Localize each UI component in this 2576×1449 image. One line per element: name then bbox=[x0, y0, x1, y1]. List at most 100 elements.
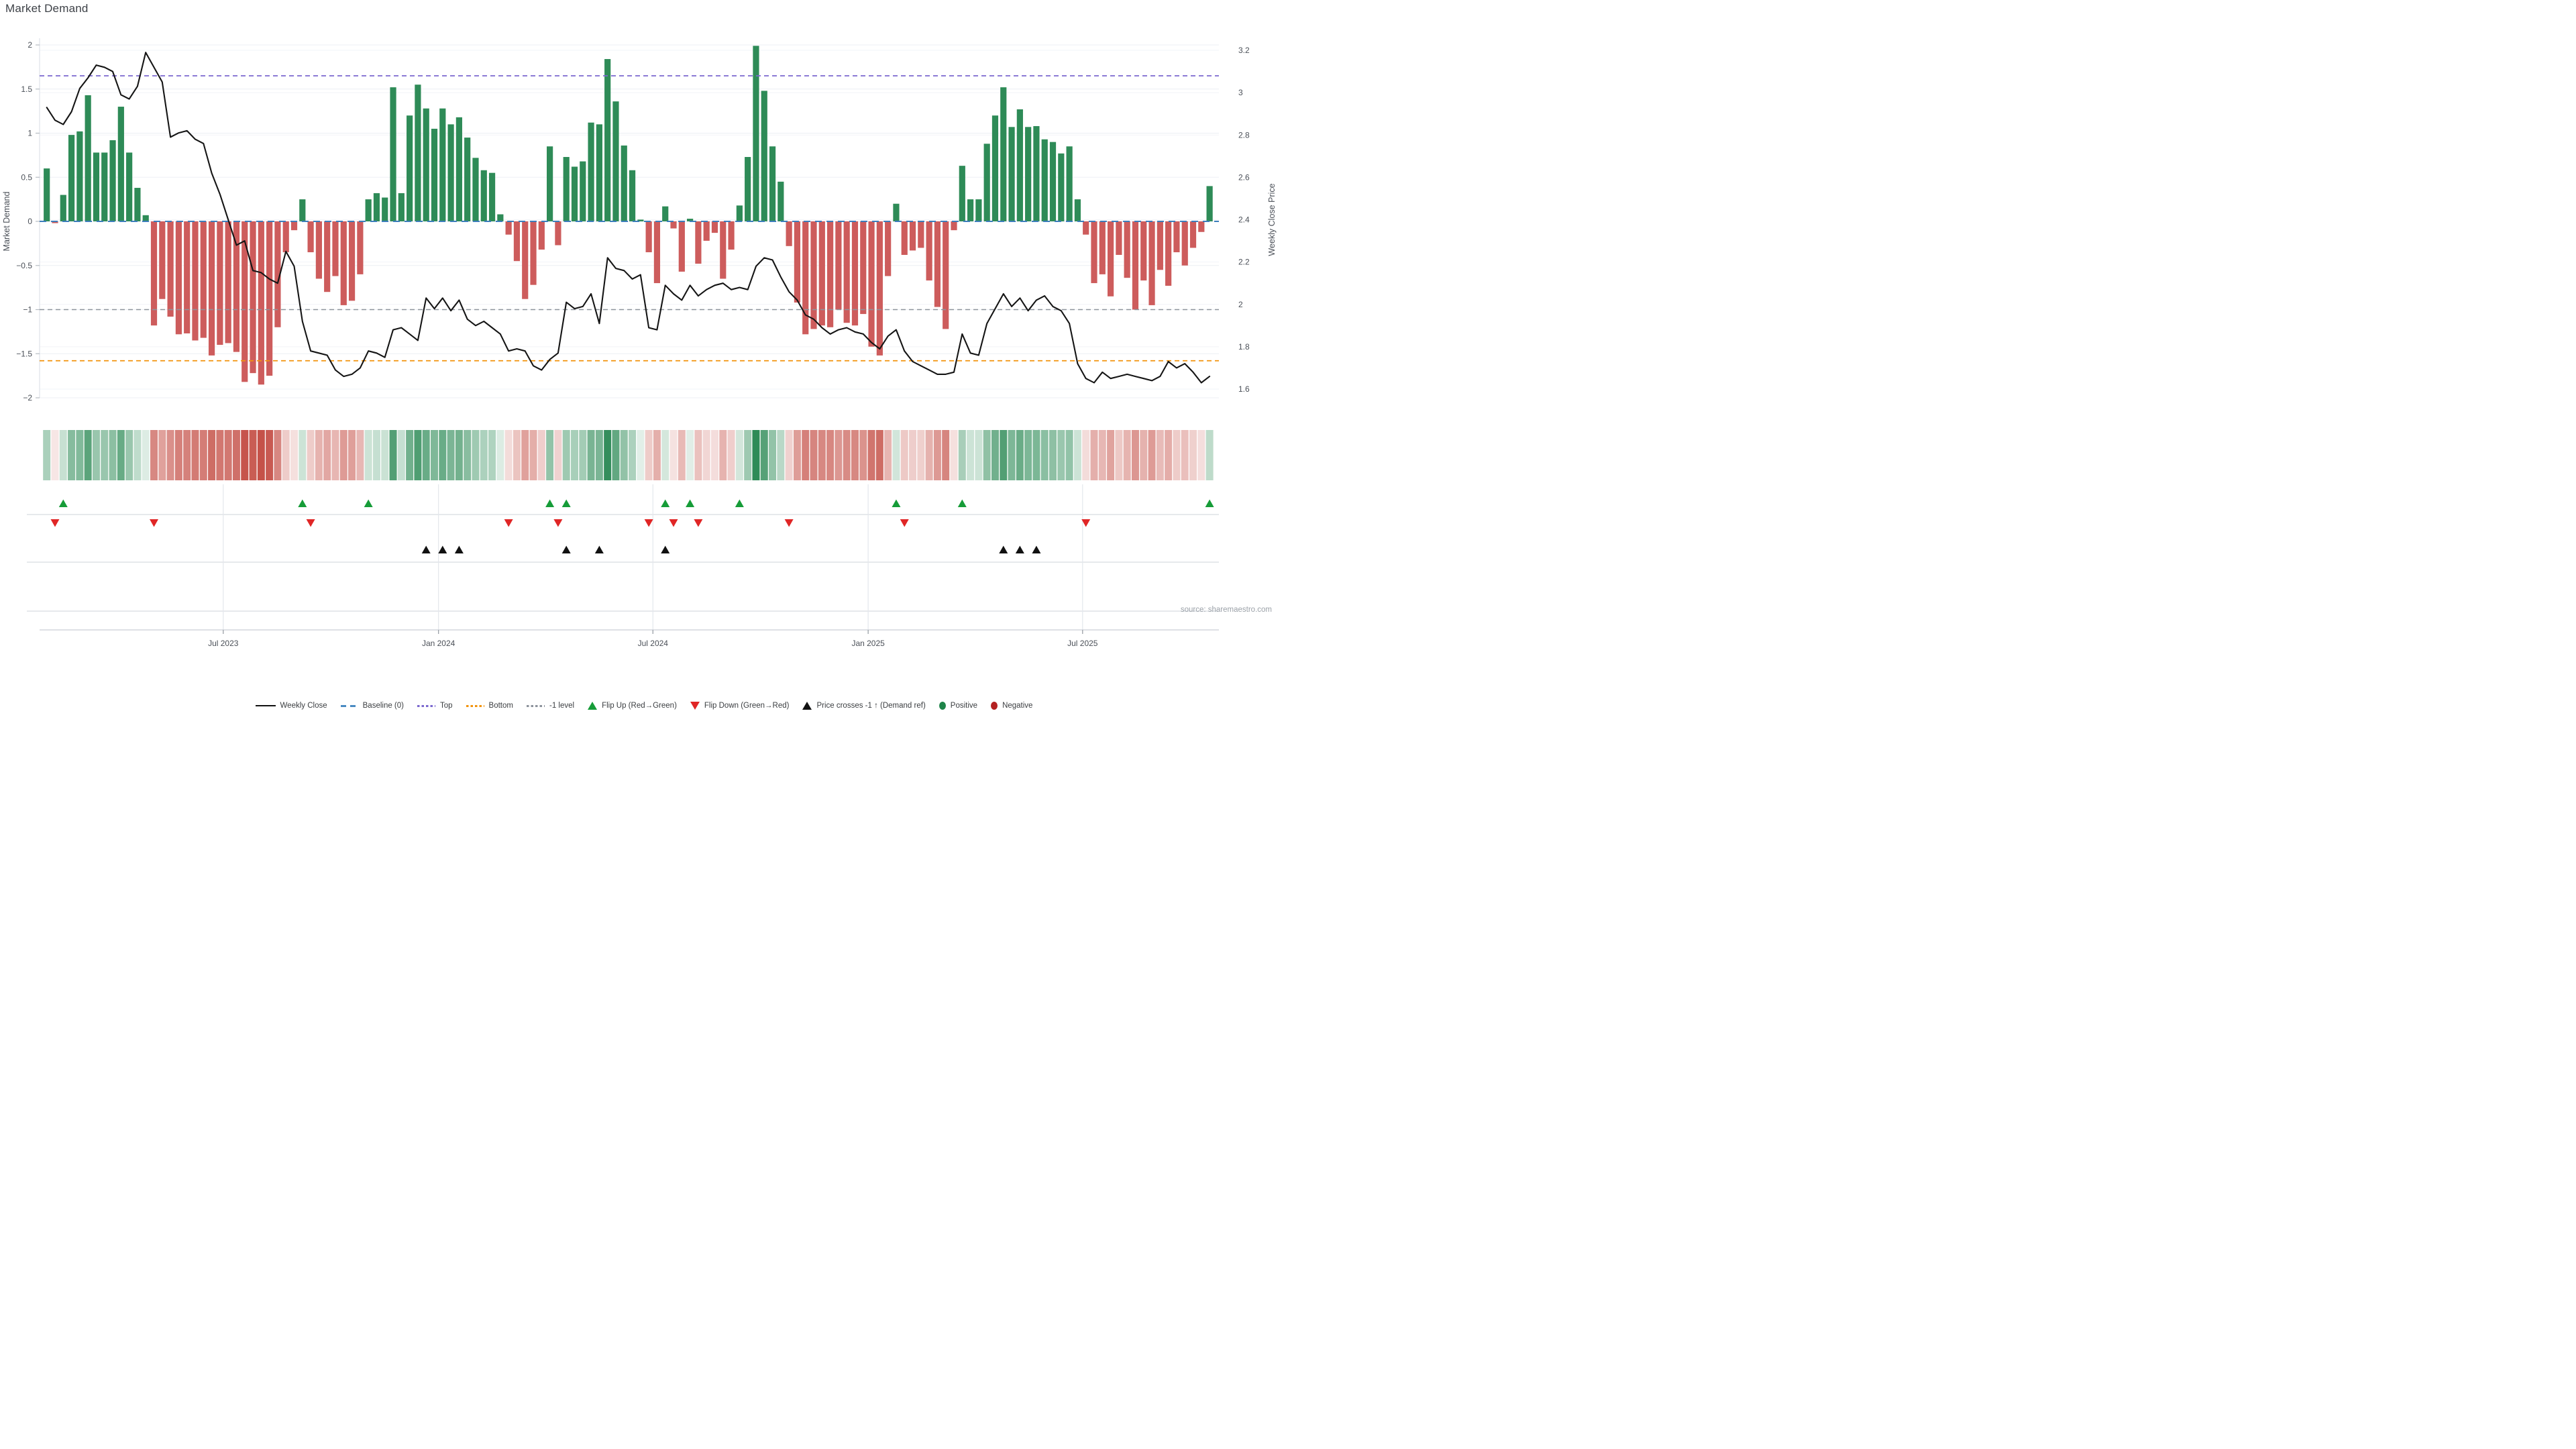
demand-bar-positive bbox=[1041, 139, 1048, 221]
heat-cell-negative bbox=[694, 430, 702, 480]
legend-item-bottom[interactable]: Bottom bbox=[466, 702, 513, 710]
demand-bar-negative bbox=[851, 221, 859, 326]
heat-cell-negative bbox=[158, 430, 166, 480]
demand-bar-negative bbox=[192, 221, 199, 341]
heat-cell-negative bbox=[513, 430, 521, 480]
right-tick-label: 2 bbox=[1238, 300, 1243, 309]
legend-item-flip-down-green-red[interactable]: Flip Down (Green→Red) bbox=[690, 702, 789, 710]
heat-cell-negative bbox=[504, 430, 513, 480]
heat-cell-positive bbox=[109, 430, 117, 480]
flip-up-marker bbox=[686, 499, 695, 507]
demand-bar-positive bbox=[1066, 146, 1073, 221]
demand-bar-positive bbox=[588, 122, 594, 221]
demand-bar-positive bbox=[447, 124, 454, 221]
legend-item-top[interactable]: Top bbox=[417, 702, 453, 710]
demand-bar-negative bbox=[885, 221, 892, 276]
demand-bar-positive bbox=[621, 145, 627, 221]
demand-bar-positive bbox=[687, 219, 694, 221]
demand-bar-positive bbox=[365, 199, 372, 221]
demand-bar-positive bbox=[407, 115, 413, 221]
legend-item-weekly-close[interactable]: Weekly Close bbox=[255, 702, 327, 710]
heat-cell-negative bbox=[925, 430, 933, 480]
demand-bar-positive bbox=[769, 146, 776, 221]
heat-cell-negative bbox=[307, 430, 315, 480]
heat-cell-negative bbox=[802, 430, 810, 480]
heat-cell-negative bbox=[1165, 430, 1173, 480]
heat-cell-negative bbox=[645, 430, 653, 480]
heat-cell-negative bbox=[199, 430, 207, 480]
legend-label: -1 level bbox=[549, 702, 575, 710]
heat-cell-negative bbox=[900, 430, 908, 480]
demand-bar-negative bbox=[217, 221, 223, 345]
demand-bar-negative bbox=[951, 221, 957, 231]
legend-item-positive[interactable]: Positive bbox=[938, 702, 978, 710]
heat-cell-positive bbox=[472, 430, 480, 480]
legend-item-flip-up-red-green[interactable]: Flip Up (Red→Green) bbox=[588, 702, 677, 710]
heat-cell-positive bbox=[397, 430, 405, 480]
demand-bar-negative bbox=[1099, 221, 1106, 274]
heat-cell-positive bbox=[570, 430, 578, 480]
dotted-line-icon bbox=[526, 704, 545, 707]
chart-legend: Weekly Close Baseline (0) Top Bottom -1 leve… bbox=[0, 702, 1288, 710]
heat-cell-positive bbox=[975, 430, 983, 480]
demand-bar-negative bbox=[1173, 221, 1180, 253]
heat-cell-positive bbox=[76, 430, 84, 480]
heat-cell-positive bbox=[488, 430, 496, 480]
demand-bar-positive bbox=[415, 85, 421, 221]
heat-cell-positive bbox=[1040, 430, 1049, 480]
heat-cell-positive bbox=[414, 430, 422, 480]
heat-cell-positive bbox=[133, 430, 142, 480]
heat-cell-positive bbox=[372, 430, 380, 480]
heat-cell-positive bbox=[612, 430, 620, 480]
heat-cell-positive bbox=[579, 430, 587, 480]
legend-label: Positive bbox=[950, 702, 978, 710]
heat-cell-negative bbox=[843, 430, 851, 480]
legend-item-1-level[interactable]: -1 level bbox=[526, 702, 575, 710]
demand-bar-positive bbox=[991, 115, 999, 221]
demand-bar-negative bbox=[266, 221, 273, 376]
demand-bar-negative bbox=[868, 221, 875, 347]
demand-bar-negative bbox=[530, 221, 537, 285]
heat-cell-positive bbox=[777, 430, 785, 480]
demand-bar-negative bbox=[653, 221, 661, 284]
triangle-up-icon bbox=[588, 702, 598, 710]
demand-bar-positive bbox=[1033, 125, 1040, 221]
demand-bar-negative bbox=[810, 221, 817, 329]
demand-bar-negative bbox=[175, 221, 182, 335]
demand-bar-negative bbox=[348, 221, 356, 301]
legend-item-price-crosses-1-demand-ref[interactable]: Price crosses -1 ↑ (Demand ref) bbox=[802, 702, 926, 710]
heat-cell-positive bbox=[546, 430, 554, 480]
legend-item-baseline-0[interactable]: Baseline (0) bbox=[340, 702, 404, 710]
demand-bar-negative bbox=[1165, 221, 1172, 286]
right-tick-label: 2.8 bbox=[1238, 130, 1250, 140]
heat-cell-negative bbox=[1148, 430, 1156, 480]
demand-bar-positive bbox=[959, 166, 965, 221]
heat-cell-negative bbox=[785, 430, 793, 480]
flip-down-marker bbox=[644, 519, 653, 527]
heat-cell-negative bbox=[274, 430, 282, 480]
x-tick-label: Jul 2024 bbox=[638, 639, 669, 648]
flip-down-marker bbox=[900, 519, 909, 527]
legend-item-negative[interactable]: Negative bbox=[991, 702, 1032, 710]
chart-canvas[interactable]: 2 1.5 1 0.5 0 −0.5 −1 −1.5 −2 Market Demand 3.2 3 2.… bbox=[0, 0, 1288, 664]
heat-cell-positive bbox=[455, 430, 463, 480]
heat-cell-negative bbox=[835, 430, 843, 480]
legend-label: Bottom bbox=[488, 702, 513, 710]
heat-cell-positive bbox=[496, 430, 504, 480]
heat-cell-negative bbox=[331, 430, 339, 480]
demand-bar-positive bbox=[93, 152, 100, 221]
left-tick-label: 1.5 bbox=[21, 85, 32, 94]
heat-cell-negative bbox=[537, 430, 545, 480]
demand-bar-positive bbox=[382, 197, 388, 221]
left-tick-label: 0 bbox=[28, 217, 32, 226]
heat-cell-negative bbox=[290, 430, 299, 480]
heat-cell-negative bbox=[884, 430, 892, 480]
demand-bar-negative bbox=[843, 221, 850, 323]
market-demand-dashboard: Market Demand 2 1.5 1 0.5 0 −0.5 −1 −1.5 −2 Marke… bbox=[0, 0, 1288, 724]
heat-cell-negative bbox=[1123, 430, 1131, 480]
demand-bar-negative bbox=[943, 221, 949, 329]
heat-cell-positive bbox=[604, 430, 612, 480]
heat-cell-positive bbox=[769, 430, 777, 480]
heat-cell-negative bbox=[348, 430, 356, 480]
flip-up-marker bbox=[957, 499, 967, 507]
